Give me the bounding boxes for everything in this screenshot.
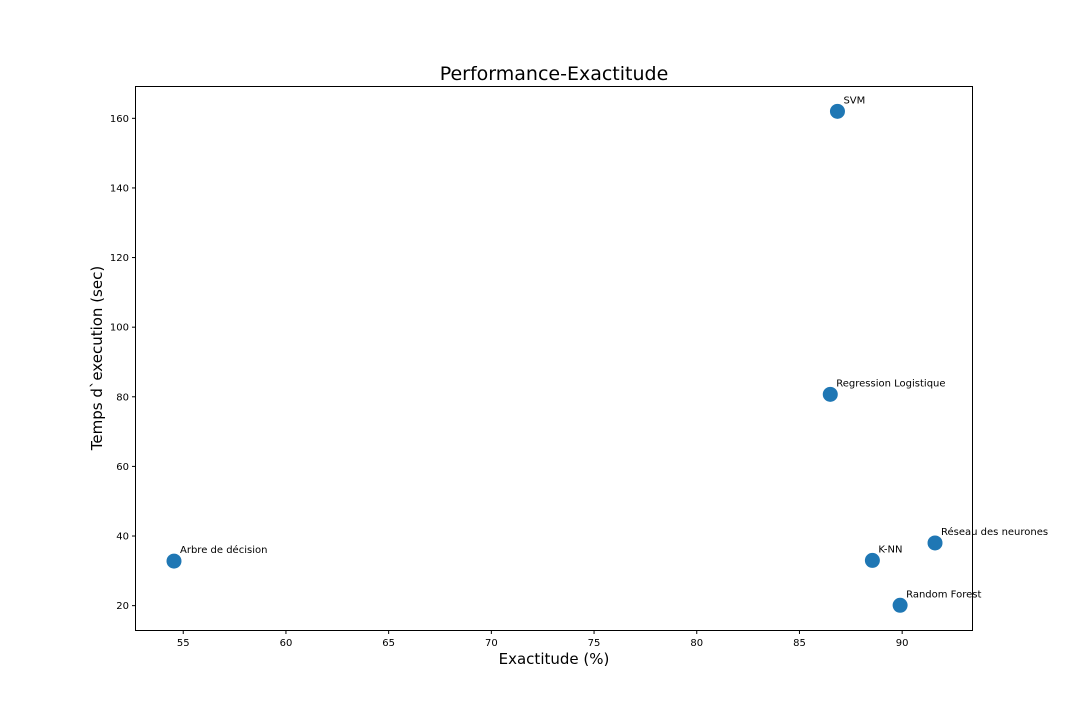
data-point-label: SVM — [843, 95, 865, 106]
x-tick-label: 85 — [793, 638, 806, 649]
data-point-label: K-NN — [878, 544, 902, 555]
x-tick-label: 90 — [896, 638, 909, 649]
data-points — [166, 103, 943, 613]
y-tick-label: 80 — [116, 392, 129, 403]
data-point — [829, 103, 845, 119]
data-point — [166, 553, 182, 569]
y-tick-label: 20 — [116, 601, 129, 612]
x-tick-label: 65 — [382, 638, 395, 649]
x-axis: 55 60 65 70 75 80 85 90 — [177, 630, 909, 649]
x-tick-label: 80 — [690, 638, 703, 649]
data-point-label: Arbre de décision — [180, 544, 267, 556]
x-tick-label: 75 — [588, 638, 601, 649]
data-point-label: Réseau des neurones — [941, 526, 1048, 538]
data-point — [892, 597, 908, 613]
point-labels: SVM Regression Logistique Réseau des neuro… — [180, 95, 1048, 600]
y-axis: 20 40 60 80 100 120 140 160 — [110, 114, 136, 612]
x-tick-label: 60 — [280, 638, 293, 649]
y-tick-label: 140 — [110, 183, 129, 194]
data-point-label: Random Forest — [906, 589, 981, 600]
x-axis-label: Exactitude (%) — [499, 650, 610, 668]
y-tick-label: 160 — [110, 114, 129, 125]
x-tick-label: 55 — [177, 638, 190, 649]
y-axis-label: Temps d`execution (sec) — [88, 266, 106, 451]
plot-frame — [135, 86, 973, 631]
y-tick-label: 40 — [116, 532, 129, 543]
y-tick-label: 120 — [110, 253, 129, 264]
data-point-label: Regression Logistique — [836, 378, 945, 389]
data-point — [864, 552, 880, 568]
y-tick-label: 100 — [110, 323, 129, 334]
y-tick-label: 60 — [116, 462, 129, 473]
data-point — [927, 535, 943, 551]
x-tick-label: 70 — [485, 638, 498, 649]
data-point — [822, 386, 838, 402]
chart-title: Performance-Exactitude — [440, 63, 669, 85]
